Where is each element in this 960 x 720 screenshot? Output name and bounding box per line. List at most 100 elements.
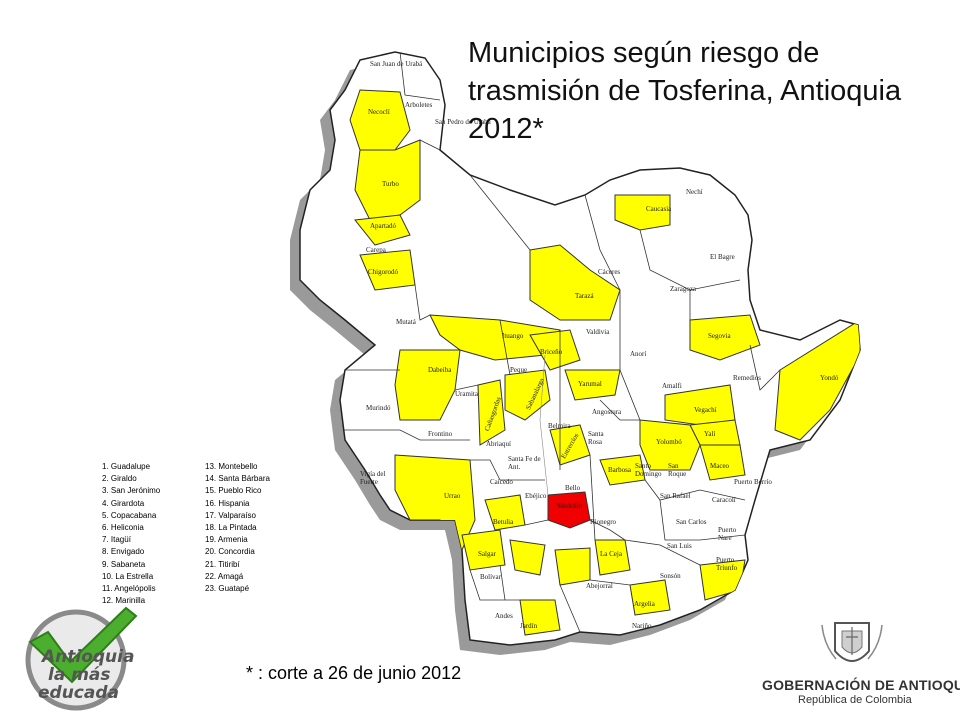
gobernacion-subtitle: República de Colombia xyxy=(798,694,912,706)
muni-yolombo xyxy=(639,419,701,471)
label-yali: Yalí xyxy=(704,430,716,438)
muni-necocli xyxy=(349,89,411,151)
muni-south-yellow-1 xyxy=(629,579,671,616)
label-san-pedro: San Pedro de Urabá xyxy=(435,118,491,126)
label-ituango: Ituango xyxy=(502,332,524,340)
label-puerto-nare: Puerto Nare xyxy=(718,526,737,542)
legend-item: 9. Sabaneta xyxy=(102,559,146,569)
label-medellin: Medellín xyxy=(557,502,583,510)
muni-salgar xyxy=(461,529,506,571)
label-necocli: Necoclí xyxy=(368,108,390,116)
cutoff-footnote: * : corte a 26 de junio 2012 xyxy=(246,663,462,683)
legend-item: 14. Santa Bárbara xyxy=(205,474,270,484)
legend-item: 22. Amagá xyxy=(205,571,244,581)
label-argelia: Argelia xyxy=(634,600,655,608)
label-caracoli: Caracolí xyxy=(712,496,736,504)
label-caucasia: Caucasia xyxy=(646,205,672,213)
gobernacion-name: GOBERNACIÓN DE ANTIOQUIA xyxy=(762,677,960,693)
coat-of-arms-icon xyxy=(821,622,883,662)
label-santo-domingo: Santo Domingo xyxy=(635,462,662,478)
legend-item: 19. Armenia xyxy=(205,535,248,545)
label-peque: Peque xyxy=(510,366,528,374)
legend-item: 18. La Pintada xyxy=(205,522,257,532)
label-jardin: Jardín xyxy=(520,622,538,630)
muni-la-ceja xyxy=(594,539,631,576)
svg-text:educada: educada xyxy=(38,683,119,703)
label-zaragoza: Zaragoza xyxy=(670,285,697,293)
label-belmira: Belmira xyxy=(548,422,571,430)
legend-item: 5. Copacabana xyxy=(102,510,157,520)
label-barbosa: Barbosa xyxy=(608,466,631,474)
muni-dabeiba xyxy=(394,349,461,421)
legend-item: 16. Hispania xyxy=(205,498,250,508)
label-salgar: Salgar xyxy=(478,550,496,558)
legend-item: 1. Guadalupe xyxy=(102,462,151,471)
label-san-rafael: San Rafael xyxy=(660,492,691,500)
label-mutata: Mutatá xyxy=(396,318,416,326)
label-bolivar: Bolívar xyxy=(480,573,501,581)
label-uramita: Uramita xyxy=(455,390,478,398)
muni-caucasia xyxy=(614,194,671,231)
muni-briceno xyxy=(529,329,581,371)
label-santa-rosa: Santa Rosa xyxy=(588,430,604,446)
muni-segovia xyxy=(689,314,761,361)
label-vigia: Vigía del Fuerte xyxy=(360,470,386,486)
legend-item: 6. Heliconia xyxy=(102,522,144,532)
label-sonson: Sonsón xyxy=(660,572,681,580)
muni-yondo xyxy=(774,319,860,441)
label-abriaqui: Abriaquí xyxy=(486,440,511,448)
label-chigorodo: Chigorodó xyxy=(368,268,398,276)
label-rionegro: Rionegro xyxy=(590,518,617,526)
muni-yarumal xyxy=(564,369,621,401)
label-narino: Nariño xyxy=(632,622,652,630)
label-vegachi: Vegachí xyxy=(694,406,717,414)
label-valdivia: Valdivia xyxy=(586,328,610,336)
label-amalfi: Amalfi xyxy=(662,382,682,390)
label-betulia: Betulia xyxy=(493,518,514,526)
label-abejorral: Abejorral xyxy=(586,582,613,590)
label-la-ceja: La Ceja xyxy=(600,550,622,558)
label-andes: Andes xyxy=(495,612,513,620)
label-san-roque: San Roque xyxy=(668,462,687,478)
label-yarumal: Yarumal xyxy=(578,380,602,388)
legend-item: 12. Marinilla xyxy=(102,596,146,606)
map-title: Municipios según riesgo de trasmisión de… xyxy=(468,37,902,145)
label-puerto-triunfo: Puerto Triunfo xyxy=(716,556,738,572)
label-puerto-berrio: Puerto Berrío xyxy=(734,478,772,486)
label-murindo: Murindó xyxy=(366,404,391,412)
legend-item: 21. Titiribí xyxy=(205,559,240,569)
legend-column-1: 1. Guadalupe 2. Giraldo 3. San Jerónimo 4. … xyxy=(102,461,160,607)
label-angostura: Angostura xyxy=(592,408,622,416)
label-anori: Anorí xyxy=(630,350,647,358)
legend-item: 4. Girardota xyxy=(102,498,145,508)
muni-maceo xyxy=(699,444,746,481)
legend-item: 7. Itagüí xyxy=(102,535,131,545)
label-maceo: Maceo xyxy=(710,462,730,470)
legend-item: 8. Envigado xyxy=(102,547,145,557)
label-dabeiba: Dabeiba xyxy=(428,366,452,374)
muni-taraza xyxy=(529,244,621,321)
legend-item: 2. Giraldo xyxy=(102,474,137,484)
label-turbo: Turbo xyxy=(382,180,399,188)
legend-item: 15. Pueblo Rico xyxy=(205,486,262,496)
river-line xyxy=(539,354,549,496)
label-san-carlos: San Carlos xyxy=(676,518,707,526)
label-urrao: Urrao xyxy=(444,492,461,500)
label-briceno: Briceño xyxy=(540,348,563,356)
legend-item: 11. Angelópolis xyxy=(102,583,156,593)
muni-canasgordas xyxy=(477,379,506,446)
muni-apartado xyxy=(354,214,411,246)
legend-column-2: 13. Montebello 14. Santa Bárbara 15. Puebl… xyxy=(205,461,270,595)
legend-item: 13. Montebello xyxy=(205,462,258,471)
muni-south-yellow-2 xyxy=(519,599,561,636)
label-nechi: Nechí xyxy=(686,188,703,196)
label-frontino: Frontino xyxy=(428,430,453,438)
svg-text:Antioquia: Antioquia xyxy=(40,647,134,667)
label-yolombo: Yolombó xyxy=(656,438,682,446)
label-segovia: Segovia xyxy=(708,332,731,340)
legend-item: 20. Concordia xyxy=(205,547,255,557)
antioquia-la-mas-educada-logo: Antioquia la más educada xyxy=(25,606,138,711)
label-apartado: Apartadó xyxy=(370,222,397,230)
label-el-bagre: El Bagre xyxy=(710,253,735,261)
muni-medellin xyxy=(547,491,591,529)
